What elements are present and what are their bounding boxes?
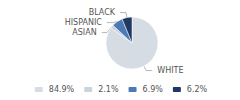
svg-text:ASIAN: ASIAN xyxy=(72,28,96,37)
svg-text:6.2%: 6.2% xyxy=(187,85,208,94)
svg-text:WHITE: WHITE xyxy=(157,66,183,75)
svg-text:84.9%: 84.9% xyxy=(49,85,75,94)
svg-text:6.9%: 6.9% xyxy=(143,85,164,94)
svg-text:2.1%: 2.1% xyxy=(98,85,119,94)
svg-text:BLACK: BLACK xyxy=(89,8,116,17)
svg-text:HISPANIC: HISPANIC xyxy=(65,18,103,27)
